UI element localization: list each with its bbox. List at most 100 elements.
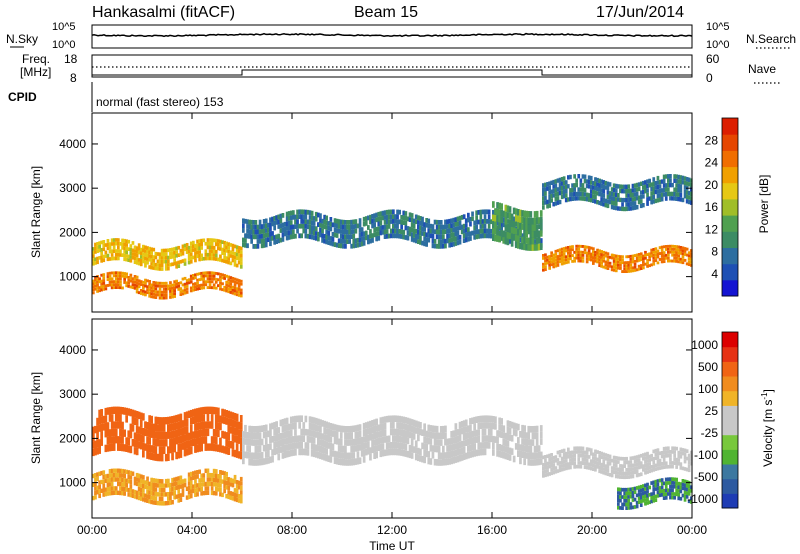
heatmap-cell bbox=[683, 498, 687, 502]
heatmap-cell bbox=[233, 280, 237, 284]
heatmap-cell bbox=[150, 486, 153, 491]
heatmap-cell bbox=[152, 295, 156, 299]
heatmap-cell bbox=[233, 435, 237, 443]
heatmap-cell bbox=[187, 249, 191, 254]
heatmap-cell bbox=[179, 413, 183, 421]
heatmap-cell bbox=[96, 476, 99, 482]
heatmap-cell bbox=[627, 197, 631, 203]
heatmap-cell bbox=[206, 443, 210, 451]
heatmap-cell bbox=[560, 256, 564, 260]
heatmap-cell bbox=[548, 255, 551, 258]
heatmap-cell bbox=[223, 277, 226, 280]
heatmap-cell bbox=[194, 247, 197, 252]
heatmap-cell bbox=[444, 452, 447, 459]
heatmap-cell bbox=[223, 416, 226, 425]
heatmap-cell bbox=[348, 459, 351, 466]
heatmap-cell bbox=[310, 430, 314, 437]
heatmap-cell bbox=[581, 259, 585, 263]
heatmap-cell bbox=[233, 251, 237, 256]
heatmap-cell bbox=[98, 245, 101, 249]
heatmap-cell bbox=[550, 263, 553, 267]
heatmap-cell bbox=[148, 481, 151, 486]
heatmap-cell bbox=[123, 281, 126, 284]
heatmap-cell bbox=[275, 234, 278, 240]
heatmap-cell bbox=[660, 485, 664, 490]
heatmap-cell bbox=[221, 251, 224, 255]
heatmap-cell bbox=[233, 283, 237, 287]
heatmap-cell bbox=[287, 211, 291, 216]
heatmap-cell bbox=[148, 265, 151, 269]
heatmap-cell bbox=[577, 196, 581, 201]
heatmap-cell bbox=[521, 216, 524, 224]
heatmap-cell bbox=[533, 224, 537, 231]
heatmap-cell bbox=[219, 487, 222, 493]
heatmap-cell bbox=[289, 423, 293, 430]
heatmap-cell bbox=[669, 457, 672, 462]
heatmap-cell bbox=[652, 480, 656, 485]
freq-panel-frame bbox=[91, 54, 693, 78]
heatmap-cell bbox=[652, 256, 656, 260]
heatmap-cell bbox=[679, 454, 683, 459]
heatmap-cell bbox=[181, 420, 185, 428]
heatmap-cell bbox=[408, 451, 412, 459]
heatmap-cell bbox=[362, 422, 366, 430]
heatmap-cell bbox=[179, 293, 183, 296]
heatmap-cell bbox=[631, 183, 635, 189]
heatmap-cell bbox=[223, 431, 226, 439]
heatmap-cell bbox=[139, 283, 143, 286]
heatmap-cell bbox=[227, 485, 231, 491]
heatmap-cell bbox=[152, 423, 156, 431]
heatmap-cell bbox=[485, 209, 489, 215]
heatmap-cell bbox=[117, 286, 120, 289]
heatmap-cell bbox=[639, 492, 643, 496]
heatmap-cell bbox=[623, 491, 626, 496]
heatmap-cell bbox=[179, 493, 183, 498]
heatmap-cell bbox=[608, 461, 612, 466]
heatmap-cell bbox=[589, 451, 593, 456]
heatmap-cell bbox=[469, 231, 472, 237]
heatmap-cell bbox=[677, 485, 681, 490]
heatmap-cell bbox=[633, 196, 637, 201]
heatmap-cell bbox=[421, 221, 424, 227]
heatmap-cell bbox=[102, 247, 106, 252]
heatmap-cell bbox=[664, 492, 668, 496]
heatmap-cell bbox=[158, 259, 162, 264]
heatmap-cell bbox=[504, 218, 508, 225]
heatmap-cell bbox=[189, 480, 193, 486]
heatmap-cell bbox=[581, 450, 585, 454]
heatmap-cell bbox=[154, 281, 158, 285]
heatmap-cell bbox=[185, 243, 189, 247]
heatmap-cell bbox=[581, 192, 585, 197]
heatmap-cell bbox=[550, 251, 553, 255]
heatmap-cell bbox=[437, 445, 441, 453]
heatmap-cell bbox=[394, 442, 397, 449]
heatmap-cell bbox=[162, 446, 166, 454]
heatmap-cell bbox=[229, 282, 233, 285]
heatmap-cell bbox=[600, 250, 603, 253]
heatmap-cell bbox=[521, 236, 524, 244]
heatmap-cell bbox=[317, 445, 320, 452]
heatmap-cell bbox=[162, 483, 166, 488]
heatmap-cell bbox=[150, 265, 153, 270]
heatmap-cell bbox=[137, 261, 141, 266]
heatmap-cell bbox=[598, 261, 601, 265]
heatmap-cell bbox=[675, 174, 678, 179]
heatmap-cell bbox=[210, 490, 214, 496]
heatmap-cell bbox=[631, 474, 635, 479]
heatmap-cell bbox=[273, 235, 276, 240]
heatmap-cell bbox=[362, 436, 366, 443]
heatmap-cell bbox=[671, 191, 674, 197]
heatmap-cell bbox=[627, 184, 631, 189]
heatmap-cell bbox=[337, 224, 341, 229]
heatmap-cell bbox=[225, 289, 228, 293]
heatmap-cell bbox=[177, 253, 181, 257]
heatmap-cell bbox=[575, 446, 578, 451]
heatmap-cell bbox=[660, 179, 664, 184]
heatmap-cell bbox=[644, 452, 647, 457]
heatmap-cell bbox=[212, 443, 216, 452]
heatmap-cell bbox=[177, 451, 181, 459]
heatmap-cell bbox=[621, 464, 624, 468]
heatmap-cell bbox=[621, 258, 624, 262]
heatmap-cell bbox=[206, 286, 210, 289]
